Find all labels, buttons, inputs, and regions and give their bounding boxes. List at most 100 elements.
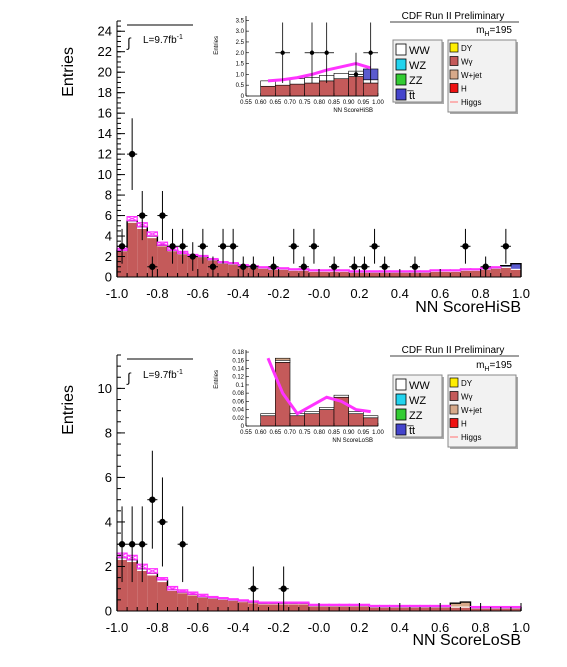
hist-bar [329, 606, 340, 611]
higgs-band-hatch [419, 270, 431, 273]
data-point [411, 263, 419, 270]
data-point [118, 243, 126, 250]
y-tick-label: 10 [98, 381, 112, 396]
hist-bar [187, 595, 198, 611]
hist-bar [218, 263, 229, 277]
legend-swatch [449, 42, 459, 53]
cdf-banner: CDF Run II Preliminary [402, 11, 505, 22]
x-tick-label: 0.6 [431, 620, 449, 635]
hist-bar [460, 607, 471, 611]
higgs-band-bin [156, 241, 169, 246]
inset-data-point [324, 50, 329, 55]
hist-bar [399, 607, 410, 611]
data-point [351, 263, 358, 270]
y-tick-label: 12 [98, 147, 112, 162]
hist-bar [430, 607, 441, 611]
higgs-band-hatch [379, 604, 390, 608]
hist-bar [308, 606, 319, 611]
legend-label: W+jet [461, 71, 482, 80]
data-point [310, 243, 318, 250]
legend-label: WZ [409, 60, 426, 72]
data-point [159, 518, 166, 526]
hist-bar [339, 606, 350, 611]
legend-swatch [395, 43, 407, 56]
hist-bar [288, 270, 299, 277]
inset-y-axis-title: Entries [214, 36, 220, 55]
hist-bar [379, 607, 390, 611]
inset-y-tick-label: 2.0 [236, 51, 245, 57]
hist-bar [197, 257, 208, 277]
data-point [300, 263, 308, 270]
hist-bar [470, 270, 481, 277]
higgs-band-hatch [399, 604, 410, 608]
data-point [371, 243, 378, 250]
y-tick-label: 0 [105, 604, 112, 619]
data-point [290, 243, 297, 250]
inset-x-tick-label: 0.65 [269, 100, 281, 106]
hist-bar [258, 268, 269, 277]
higgs-band-bin [298, 601, 310, 604]
y-tick-label: 8 [105, 425, 112, 440]
inset-y-tick-label: 0.06 [232, 399, 244, 405]
inset-x-tick-label: 0.80 [313, 430, 325, 436]
inset-bar [333, 78, 349, 97]
higgs-band-hatch [167, 586, 178, 591]
x-tick-label: 0.8 [472, 620, 490, 635]
inset-chart: 0.55 0.60 0.65 0.70 0.75 0.80 0.85 0.90 0.95 1.00… [214, 345, 388, 451]
data-point [280, 585, 287, 592]
inset-y-tick-label: 0 [241, 94, 245, 100]
data-point [128, 150, 136, 158]
mass-label: mH=195 [476, 360, 512, 373]
higgs-band-hatch [288, 601, 299, 604]
inset-x-tick-label: 0.90 [343, 100, 355, 106]
higgs-band-hatch [339, 603, 350, 606]
hist-bar [490, 268, 501, 277]
inset-x-tick-label: 0.70 [284, 100, 296, 106]
inset-bar [260, 413, 276, 417]
hist-bar [308, 271, 319, 277]
inset-chart: 0.55 0.60 0.65 0.70 0.75 0.80 0.85 0.90 0.95 1.00… [214, 11, 388, 121]
inset-y-tick-label: 0.14 [232, 366, 244, 372]
hist-bar [460, 606, 471, 608]
higgs-band-bin [166, 585, 179, 591]
y-tick-label: 14 [98, 126, 112, 141]
legend: WW WZ ZZ t̅t DY Wγ W+jet H Higgs [392, 39, 518, 114]
inset-y-tick-label: 0.1 [236, 383, 245, 389]
y-tick-label: 6 [105, 470, 112, 485]
inset-y-tick-label: 0 [241, 424, 245, 430]
legend-swatch [449, 69, 459, 80]
mass-symbol: m [476, 360, 484, 371]
inset-x-tick-label: 0.75 [299, 430, 311, 436]
y-ticks: 0 2 4 6 8 10 [98, 354, 125, 619]
x-tick-label: -0.8 [146, 286, 168, 301]
y-tick-label: 6 [105, 208, 112, 223]
x-tick-label: 1.0 [512, 620, 530, 635]
inset-x-tick-label: 0.85 [328, 100, 340, 106]
lumi-exponent: -1 [177, 34, 183, 41]
data-point [159, 212, 166, 219]
inset-y-tick-label: 0.12 [232, 375, 244, 381]
data-point [229, 243, 237, 250]
inset-bar [348, 413, 364, 427]
legend-label: WW [409, 45, 430, 57]
inset-x-axis-title: NN ScoreLoSB [332, 438, 373, 444]
data-point [169, 243, 176, 250]
higgs-band-hatch [298, 601, 309, 604]
y-tick-label: 22 [98, 44, 112, 59]
y-axis-title: Entries [60, 385, 77, 435]
hist-bar [450, 271, 461, 277]
data-point [179, 243, 186, 250]
higgs-band-hatch [359, 603, 370, 606]
inset-y-tick-label: 1.5 [236, 62, 245, 68]
higgs-band-hatch [419, 604, 431, 608]
y-tick-label: 4 [105, 229, 112, 244]
hist-bar [157, 579, 168, 583]
hist-bar [510, 269, 521, 277]
data-point [189, 253, 196, 260]
mass-label: mH=195 [476, 25, 512, 38]
inset-bar [319, 407, 335, 410]
higgs-band-hatch [470, 268, 481, 271]
inset-bar [275, 84, 291, 97]
inset-y-tick-label: 0.04 [232, 408, 244, 414]
